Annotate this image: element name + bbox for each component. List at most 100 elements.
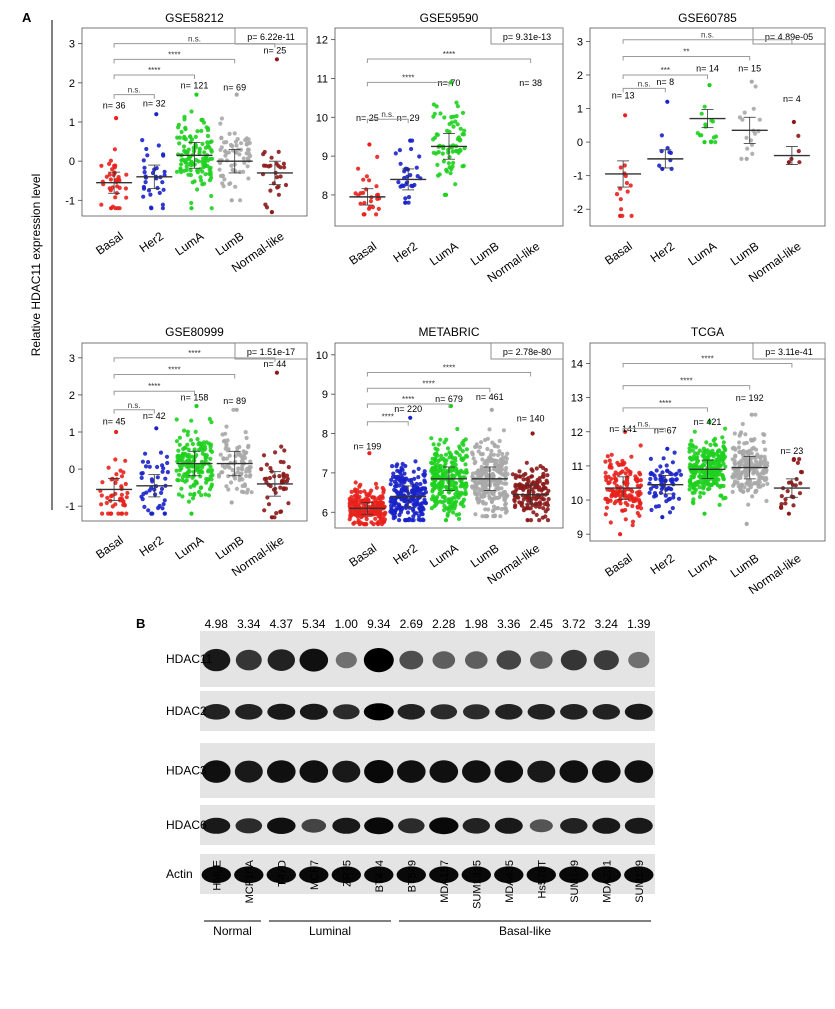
data-point (668, 150, 674, 155)
data-point (455, 122, 460, 127)
protein-band (593, 650, 619, 671)
data-point (497, 491, 502, 496)
data-point (146, 460, 151, 465)
data-point (140, 497, 145, 502)
data-point (179, 162, 184, 167)
data-point (476, 469, 481, 474)
data-point (496, 453, 501, 458)
data-point (220, 463, 225, 468)
y-tick-label: 12 (571, 427, 583, 439)
data-point (197, 146, 202, 151)
data-point (175, 477, 180, 483)
data-point (638, 491, 643, 496)
data-point (657, 163, 662, 168)
data-point (690, 490, 695, 495)
band-quantification: 4.98 (205, 617, 229, 631)
data-point (530, 431, 535, 436)
data-point (534, 466, 539, 471)
data-point (274, 370, 279, 375)
data-point (179, 129, 184, 135)
data-point (789, 480, 794, 485)
data-point (418, 518, 423, 523)
data-point (480, 457, 485, 462)
data-point (486, 490, 491, 495)
data-point (517, 469, 522, 474)
protein-band (530, 651, 553, 669)
significance-bracket (113, 58, 236, 64)
data-point (161, 153, 166, 158)
protein-band (527, 760, 556, 783)
data-point (714, 458, 719, 463)
data-point (228, 480, 234, 485)
data-point (149, 511, 154, 516)
data-point (368, 199, 373, 204)
data-point (484, 473, 489, 478)
data-point (403, 518, 408, 523)
data-point (119, 485, 124, 490)
p-value-box: p= 4.89e-05 (752, 27, 826, 45)
data-point (481, 489, 486, 494)
data-point (259, 467, 264, 472)
data-point (421, 472, 426, 477)
data-point (189, 418, 194, 423)
data-point (677, 468, 682, 473)
significance-bracket (622, 362, 793, 368)
significance-label: **** (382, 413, 394, 422)
data-point (176, 448, 181, 453)
data-point (123, 458, 128, 463)
cell-line-label: BT549 (406, 860, 418, 892)
data-point (140, 138, 145, 143)
data-point (476, 496, 481, 501)
band-quantification: 2.45 (530, 617, 554, 631)
protein-band (592, 760, 621, 783)
data-point (671, 495, 676, 500)
data-point (460, 500, 465, 505)
data-point (437, 490, 443, 495)
data-point (694, 481, 699, 486)
data-point (234, 407, 239, 412)
data-point (265, 495, 270, 500)
data-point (370, 205, 375, 210)
data-point (501, 428, 506, 433)
data-point (638, 478, 643, 483)
data-point (362, 212, 367, 217)
data-point (623, 471, 628, 476)
data-point (191, 492, 197, 498)
data-point (431, 481, 436, 486)
data-point (443, 192, 449, 197)
data-point (435, 495, 440, 500)
data-point (188, 163, 193, 168)
data-point (383, 510, 388, 515)
protein-band (299, 866, 329, 884)
data-point (491, 507, 496, 512)
data-point (358, 489, 363, 495)
data-point (185, 454, 190, 459)
protein-band (202, 704, 230, 720)
data-point (421, 518, 426, 523)
data-point (378, 516, 383, 522)
data-point (208, 464, 213, 469)
group-count: n= 15 (738, 64, 761, 74)
data-point (423, 501, 428, 506)
data-point (482, 493, 487, 499)
significance-bracket (622, 385, 751, 390)
data-point (179, 486, 184, 491)
data-point (402, 471, 407, 476)
data-point (493, 479, 499, 484)
scatter-panel: GSE58212 -1 0 1 2 3 p= 6.22e-11 n= 36 n= 32 n= 12… (65, 11, 308, 275)
data-point (687, 449, 692, 454)
band-quantification: 5.34 (302, 617, 326, 631)
data-point (100, 480, 105, 485)
data-point (374, 212, 379, 217)
p-value-label: p= 9.31e-13 (503, 32, 551, 42)
data-point (753, 490, 758, 495)
data-point (623, 113, 628, 118)
data-point (652, 491, 658, 496)
data-point (750, 151, 755, 156)
data-point (791, 119, 797, 125)
x-tick-label: Basal (602, 551, 635, 580)
data-point (229, 198, 234, 203)
data-point (416, 466, 421, 471)
data-point (279, 444, 284, 449)
data-point (719, 455, 724, 460)
